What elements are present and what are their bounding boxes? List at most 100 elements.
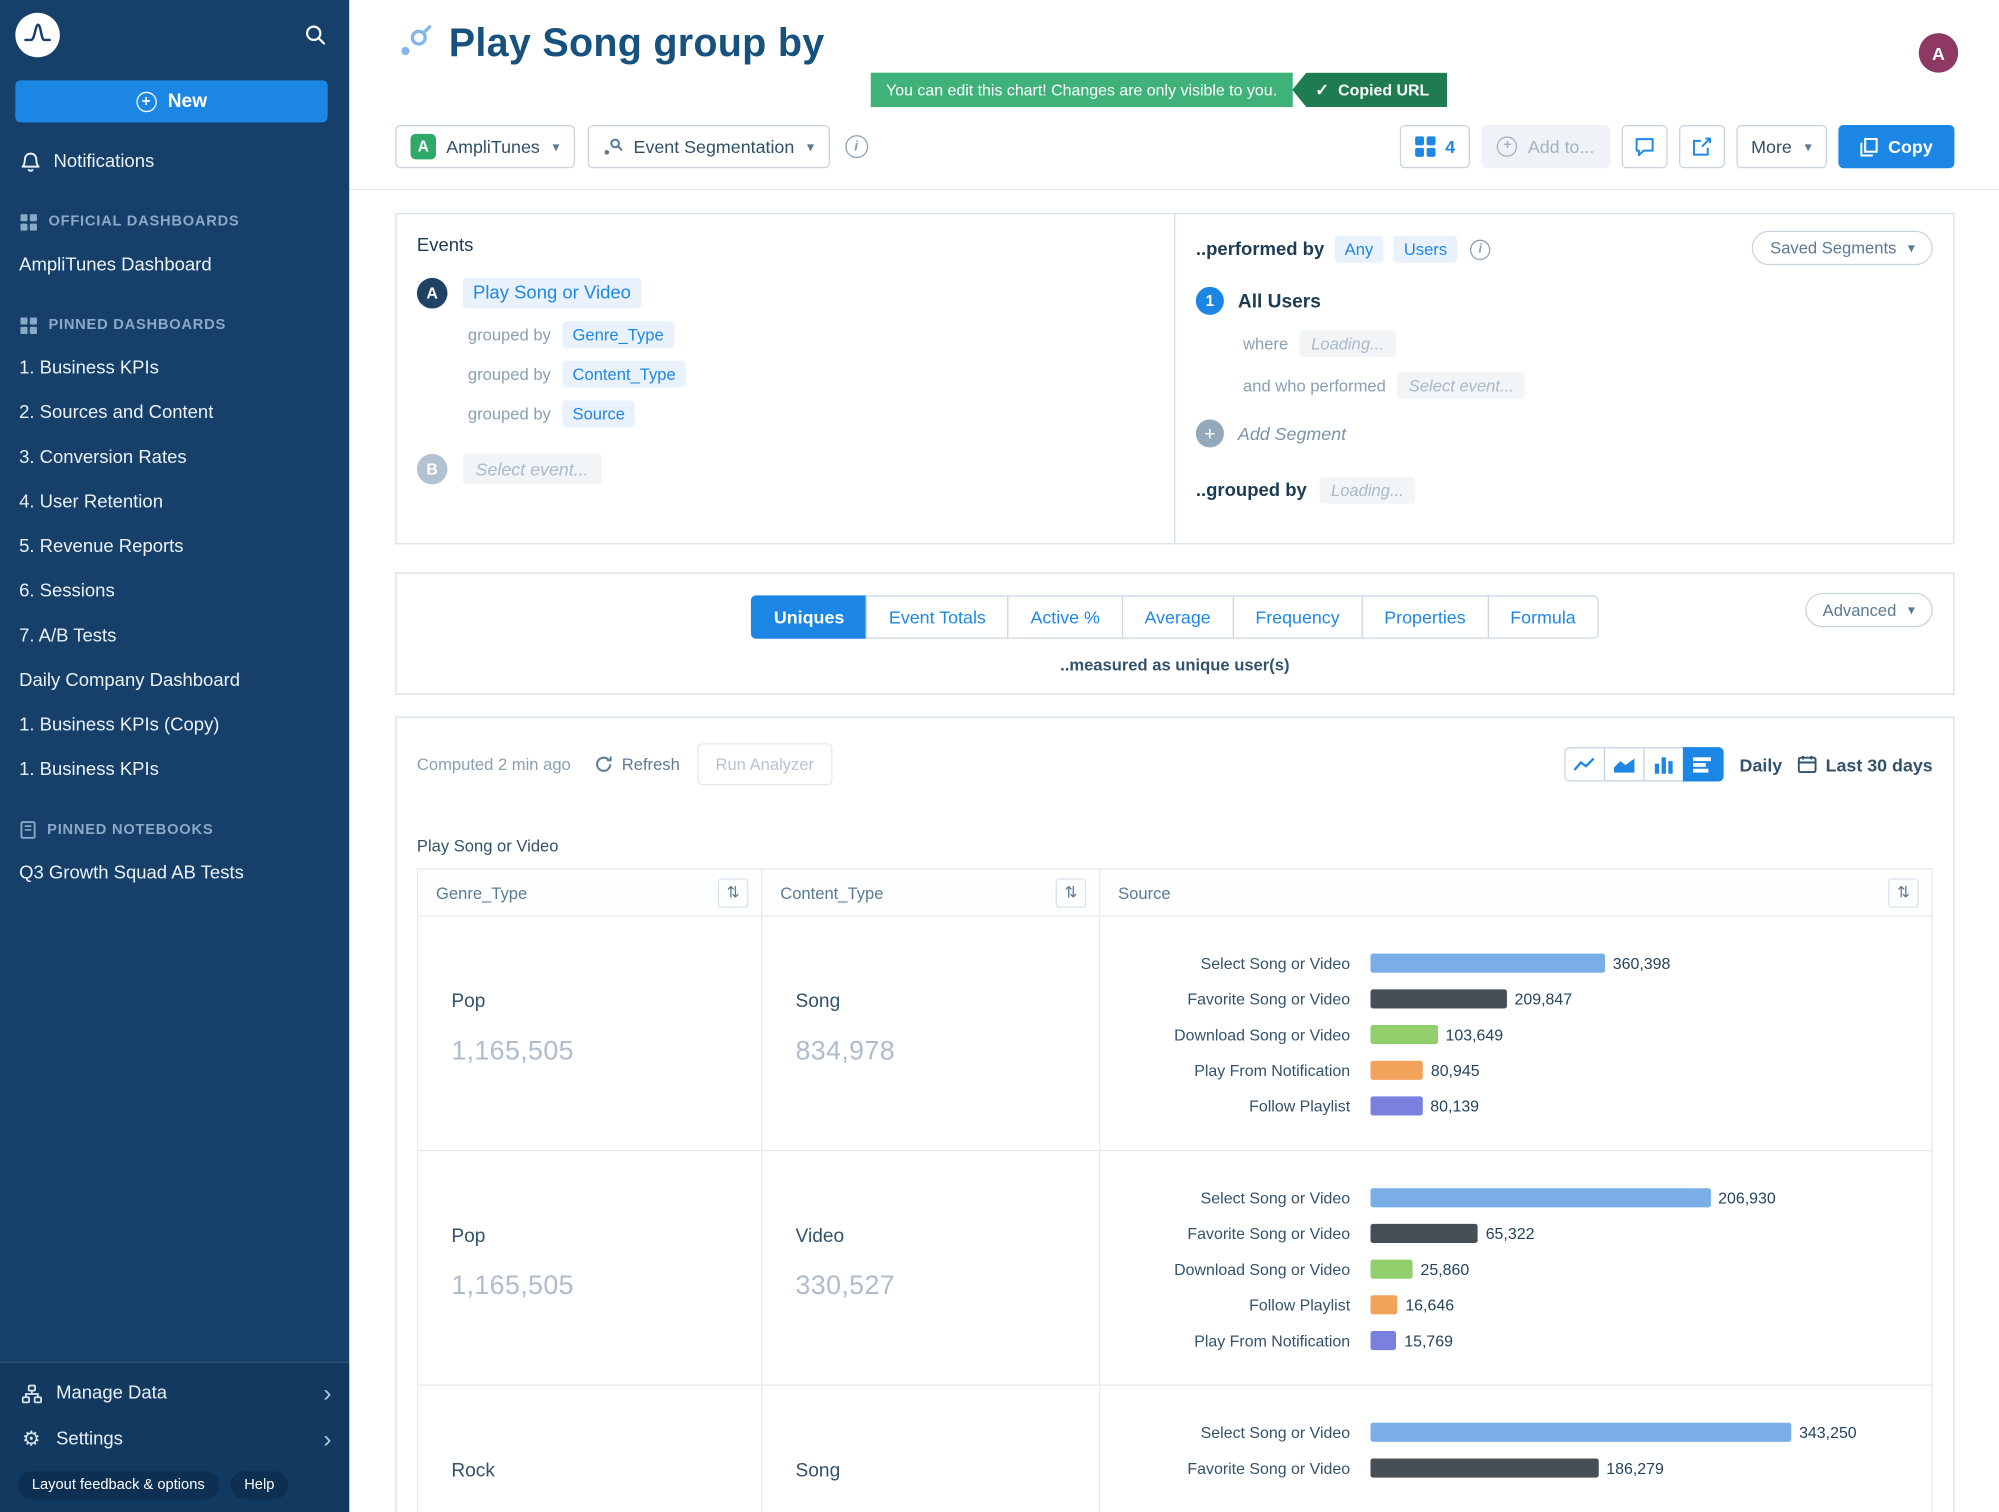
segment-grouped-by-chip[interactable]: Loading... (1319, 476, 1416, 504)
group-property-chip[interactable]: Content_Type (562, 360, 686, 388)
value-bar[interactable] (1370, 989, 1507, 1009)
share-icon (1692, 137, 1711, 156)
sort-icon[interactable]: ⇅ (1055, 877, 1087, 908)
copied-url-badge[interactable]: ✓ Copied URL (1292, 72, 1448, 108)
avatar[interactable]: A (1918, 33, 1959, 73)
refresh-label: Refresh (621, 754, 680, 774)
refresh-button[interactable]: Refresh (594, 755, 680, 774)
sidebar-item[interactable]: Q3 Growth Squad AB Tests (19, 862, 244, 883)
info-icon[interactable]: i (1470, 239, 1491, 260)
metrics-panel: Uniques Event Totals Active % Average Freque… (395, 572, 1955, 695)
metric-tab-formula[interactable]: Formula (1487, 595, 1599, 639)
column-header-label: Content_Type (780, 882, 884, 902)
event-segmentation-icon (603, 136, 623, 156)
column-chart-icon (1655, 756, 1674, 774)
area-chart-button[interactable] (1604, 747, 1646, 782)
sidebar-item[interactable]: 1. Business KPIs (19, 759, 159, 780)
metric-tabs: Uniques Event Totals Active % Average Freque… (396, 595, 1953, 639)
sidebar-item[interactable]: 5. Revenue Reports (19, 536, 184, 557)
sidebar: + New Notifications OFFICIAL DASHBOARDS A… (0, 0, 350, 1512)
where-filter-chip[interactable]: Loading... (1299, 330, 1396, 357)
layout-feedback-button[interactable]: Layout feedback & options (17, 1471, 219, 1500)
search-icon[interactable] (305, 24, 327, 46)
sidebar-item[interactable]: 4. User Retention (19, 491, 163, 512)
metric-tab-event-totals[interactable]: Event Totals (865, 595, 1009, 639)
value-bar[interactable] (1370, 1060, 1424, 1080)
sidebar-item-manage-data[interactable]: Manage Data › (0, 1371, 349, 1417)
grouped-by-row: grouped by Source (468, 400, 1154, 428)
content-type-total: 330,527 (795, 1271, 895, 1301)
share-button[interactable] (1678, 124, 1725, 169)
performed-by-users-chip[interactable]: Users (1393, 235, 1458, 263)
sidebar-item[interactable]: 6. Sessions (19, 580, 115, 602)
metric-tab-average[interactable]: Average (1121, 595, 1234, 639)
event-a-name[interactable]: Play Song or Video (462, 277, 642, 309)
check-icon: ✓ (1315, 79, 1330, 99)
metric-tab-properties[interactable]: Properties (1361, 595, 1489, 639)
source-label: Favorite Song or Video (1187, 1459, 1351, 1477)
value-bar[interactable] (1370, 1330, 1397, 1351)
sidebar-item[interactable]: 2. Sources and Content (19, 402, 214, 423)
performed-by-any-chip[interactable]: Any (1334, 235, 1384, 263)
group-property-chip[interactable]: Source (562, 400, 636, 428)
dashboards-icon (20, 316, 37, 334)
workspace-dropdown[interactable]: A AmpliTunes ▾ (395, 124, 575, 169)
help-button[interactable]: Help (230, 1471, 289, 1500)
sort-icon[interactable]: ⇅ (1888, 877, 1919, 908)
metric-tab-active[interactable]: Active % (1007, 595, 1123, 639)
settings-label: Settings (56, 1429, 123, 1450)
new-button[interactable]: + New (15, 80, 328, 123)
grouped-by-row: grouped by Content_Type (468, 360, 1154, 388)
panel-layout-button[interactable]: 4 (1399, 124, 1471, 169)
value-bar[interactable] (1370, 1188, 1711, 1208)
advanced-dropdown[interactable]: Advanced ▾ (1804, 592, 1933, 628)
event-b-select[interactable]: Select event... (462, 453, 602, 485)
sidebar-item-notifications[interactable]: Notifications (0, 140, 349, 183)
line-chart-button[interactable] (1564, 747, 1606, 782)
add-to-button[interactable]: + Add to... (1481, 124, 1610, 169)
sidebar-item[interactable]: AmpliTunes Dashboard (19, 254, 212, 275)
bar-track: 360,398 (1370, 950, 1914, 977)
date-range-button[interactable]: Last 30 days (1797, 754, 1933, 775)
value-bar[interactable] (1370, 953, 1606, 973)
value-bar[interactable] (1370, 1223, 1479, 1244)
column-chart-button[interactable] (1643, 747, 1685, 782)
value-bar[interactable] (1370, 1025, 1438, 1045)
value-bar[interactable] (1370, 1295, 1398, 1315)
run-analyzer-button[interactable]: Run Analyzer (697, 743, 832, 786)
add-segment-label[interactable]: Add Segment (1237, 423, 1347, 444)
sidebar-item[interactable]: 1. Business KPIs (19, 357, 159, 379)
copy-button[interactable]: Copy (1838, 124, 1955, 169)
saved-segments-dropdown[interactable]: Saved Segments ▾ (1752, 230, 1933, 266)
value-bar[interactable] (1370, 1259, 1413, 1279)
group-property-chip[interactable]: Genre_Type (562, 321, 674, 349)
value-bar[interactable] (1370, 1422, 1792, 1442)
chart-panel: Computed 2 min ago Refresh Run Analyzer (395, 716, 1955, 1512)
sort-icon[interactable]: ⇅ (717, 877, 749, 908)
sidebar-item[interactable]: 3. Conversion Rates (19, 446, 187, 468)
genre-total: 1,165,505 (451, 1036, 574, 1066)
source-label: Follow Playlist (1249, 1097, 1351, 1115)
metric-tab-uniques[interactable]: Uniques (750, 595, 868, 639)
more-label: More (1751, 136, 1792, 157)
sidebar-item[interactable]: 7. A/B Tests (19, 625, 117, 646)
amplitude-logo-icon[interactable] (15, 12, 60, 58)
sidebar-item-settings[interactable]: ⚙ Settings › (0, 1416, 349, 1462)
toolbar-actions: 4 + Add to... More ▾ (1399, 124, 1955, 169)
all-users-label[interactable]: All Users (1237, 290, 1321, 312)
source-bar-row: Play From Notification 80,945 (1100, 1057, 1913, 1084)
content-type-value: Song (795, 990, 841, 1013)
metric-tab-frequency[interactable]: Frequency (1232, 595, 1363, 639)
daily-dropdown[interactable]: Daily (1739, 754, 1783, 775)
comment-button[interactable] (1621, 124, 1668, 169)
value-bar[interactable] (1370, 1096, 1423, 1116)
who-performed-select-chip[interactable]: Select event... (1397, 372, 1526, 400)
horizontal-bar-chart-button[interactable] (1683, 747, 1725, 782)
sidebar-item[interactable]: Daily Company Dashboard (19, 669, 241, 691)
sidebar-item[interactable]: 1. Business KPIs (Copy) (19, 714, 220, 735)
info-icon[interactable]: i (844, 135, 868, 159)
chart-type-dropdown[interactable]: Event Segmentation ▾ (587, 124, 830, 169)
value-bar[interactable] (1370, 1458, 1599, 1478)
add-segment-plus-icon[interactable]: + (1195, 419, 1224, 448)
more-dropdown[interactable]: More ▾ (1735, 124, 1827, 169)
